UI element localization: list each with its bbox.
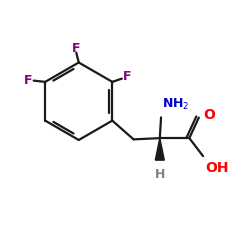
Text: O: O bbox=[203, 108, 215, 122]
Text: NH$_2$: NH$_2$ bbox=[162, 97, 190, 112]
Text: H: H bbox=[154, 168, 165, 181]
Text: F: F bbox=[24, 74, 32, 87]
Text: OH: OH bbox=[205, 161, 229, 175]
Polygon shape bbox=[155, 138, 164, 160]
Text: F: F bbox=[122, 70, 131, 84]
Text: F: F bbox=[72, 42, 80, 54]
